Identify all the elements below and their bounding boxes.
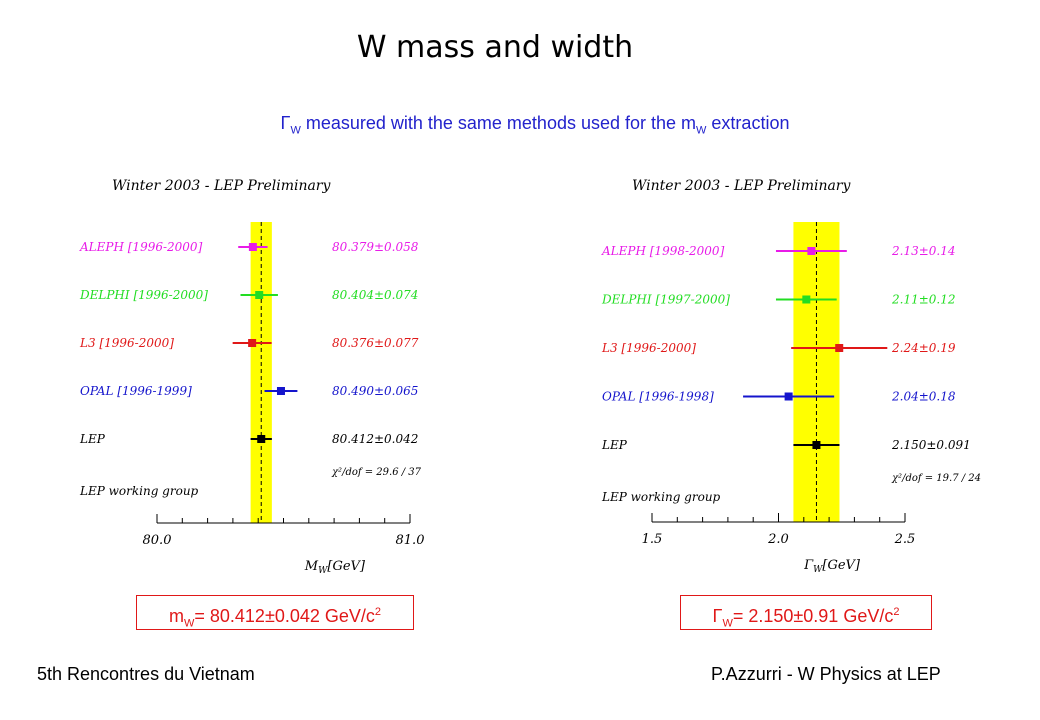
slide-subtitle: ΓW measured with the same methods used f…	[0, 113, 1040, 137]
data-point-marker	[248, 243, 257, 251]
measurement-value: 80.404±0.074	[332, 288, 418, 302]
tick-label: 2.0	[767, 532, 789, 547]
width-result-value: = 2.150±0.91 GeV/c	[732, 606, 894, 626]
tick-label: 2.5	[894, 532, 916, 547]
data-point-marker	[255, 291, 264, 299]
footer-author: P.Azzurri - W Physics at LEP	[711, 664, 941, 684]
subtitle-text-end: extraction	[706, 113, 790, 133]
experiment-label: L3 [1996-2000]	[79, 336, 174, 350]
x-axis-label: MW[GeV]	[304, 559, 366, 576]
mass-result-value: = 80.412±0.042 GeV/c	[194, 606, 375, 626]
tick-label: 80.0	[143, 533, 172, 548]
mass-result-subscript: W	[183, 617, 195, 630]
experiment-label: LEP	[601, 438, 628, 452]
mass-result-superscript: 2	[374, 606, 382, 618]
working-group-label: LEP working group	[79, 484, 199, 498]
data-point-marker	[784, 392, 793, 401]
data-point-marker	[248, 339, 257, 347]
data-point-marker	[812, 441, 821, 449]
subtitle-subscript-1: W	[290, 124, 301, 137]
measurement-value: 80.412±0.042	[332, 432, 418, 446]
chart-header: Winter 2003 - LEP Preliminary	[112, 178, 331, 194]
experiment-label: OPAL [1996-1998]	[602, 390, 714, 404]
measurement-value: 2.24±0.19	[891, 341, 956, 355]
measurement-value: 80.379±0.058	[332, 240, 419, 254]
experiment-label: LEP	[79, 432, 106, 446]
chi2-label: χ²/dof = 19.7 / 24	[891, 473, 981, 484]
data-point-marker	[807, 247, 816, 255]
gamma-symbol: Γ	[280, 113, 291, 133]
w-width-result-box: ΓW= 2.150±0.91 GeV/c2	[680, 595, 932, 630]
measurement-value: 2.11±0.12	[891, 293, 956, 307]
mass-result-symbol: m	[168, 606, 184, 626]
slide-title: W mass and width	[356, 30, 634, 65]
width-result-symbol: Γ	[712, 606, 723, 626]
chart-header: Winter 2003 - LEP Preliminary	[632, 178, 851, 194]
experiment-label: ALEPH [1996-2000]	[79, 240, 203, 254]
w-mass-chart: Winter 2003 - LEP Preliminary ALEPH [1996…	[79, 178, 425, 576]
experiment-label: L3 [1996-2000]	[601, 341, 696, 355]
w-mass-result-box: mW= 80.412±0.042 GeV/c2	[136, 595, 414, 630]
w-width-chart: Winter 2003 - LEP Preliminary ALEPH [1998…	[601, 178, 981, 575]
data-point-marker	[276, 387, 285, 395]
measurement-value: 2.04±0.18	[891, 390, 956, 404]
x-axis-label: ΓW[GeV]	[803, 558, 861, 575]
tick-label: 81.0	[396, 533, 425, 548]
measurement-value: 2.150±0.091	[891, 438, 971, 452]
width-result-superscript: 2	[893, 606, 900, 618]
data-point-marker	[835, 344, 844, 352]
subtitle-subscript-2: W	[696, 124, 707, 137]
chi2-label: χ²/dof = 29.6 / 37	[331, 467, 422, 478]
data-point-marker	[802, 295, 811, 304]
measurement-value: 80.490±0.065	[332, 384, 418, 398]
experiment-label: ALEPH [1998-2000]	[601, 244, 725, 258]
experiment-label: OPAL [1996-1999]	[80, 384, 192, 398]
measurement-value: 2.13±0.14	[891, 244, 956, 258]
experiment-label: DELPHI [1997-2000]	[601, 293, 730, 307]
experiment-label: DELPHI [1996-2000]	[79, 288, 208, 302]
tick-label: 1.5	[642, 532, 663, 547]
subtitle-text-mid: measured with the same methods used for …	[300, 113, 697, 133]
data-point-marker	[257, 435, 266, 443]
footer-conference: 5th Rencontres du Vietnam	[37, 664, 255, 684]
width-result-subscript: W	[722, 617, 733, 630]
measurement-value: 80.376±0.077	[332, 336, 419, 350]
working-group-label: LEP working group	[601, 490, 721, 504]
